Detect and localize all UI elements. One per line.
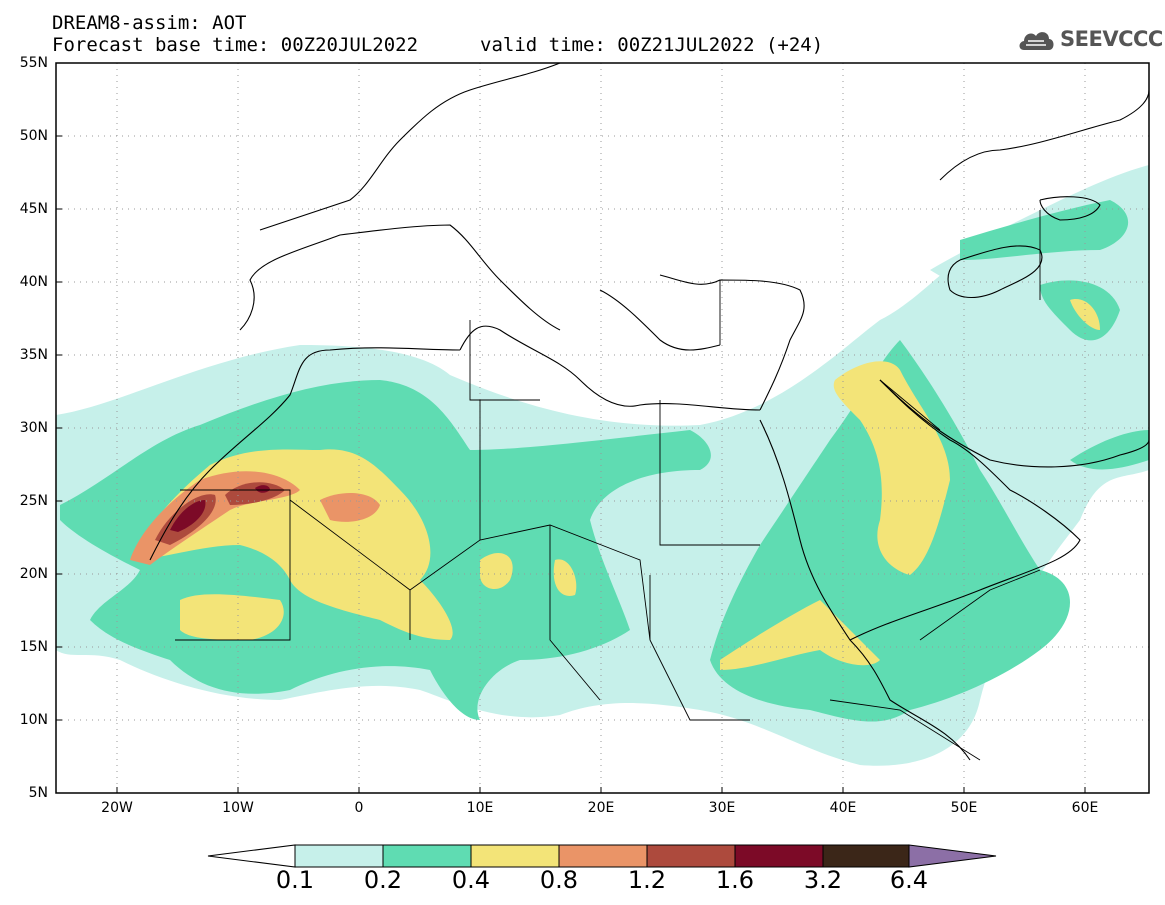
colorbar-label: 6.4 [889, 866, 929, 894]
lat-label: 5N [28, 785, 48, 801]
lat-label: 35N [19, 347, 48, 363]
aot-contour-0.4 [720, 600, 880, 670]
colorbar-under-triangle [207, 844, 296, 868]
valid-time: valid time: 00Z21JUL2022 (+24) [480, 34, 824, 56]
lon-label: 10W [222, 800, 254, 816]
aot-contour-0.2 [1070, 430, 1149, 470]
colorbar-label: 0.4 [451, 866, 491, 894]
lon-label: 60E [1071, 800, 1099, 816]
lon-label: 20E [587, 800, 615, 816]
borders [175, 210, 1041, 761]
colorbar-label: 1.6 [715, 866, 755, 894]
aot-contour-0.4 [1070, 299, 1100, 330]
colorbar-label: 3.2 [803, 866, 843, 894]
colorbar-over-triangle [908, 844, 997, 868]
map-title: DREAM8-assim: AOT [52, 12, 247, 34]
colorbar-bin [822, 844, 910, 868]
axis-ticks [56, 135, 1086, 793]
aot-contour-0.2 [960, 200, 1129, 260]
lon-label: 30E [708, 800, 736, 816]
colorbar-label: 0.8 [539, 866, 579, 894]
graticule [56, 63, 1149, 793]
cloud-icon [1019, 32, 1054, 50]
logo-text: SEEVCCC [1060, 27, 1163, 51]
lon-label: 50E [950, 800, 978, 816]
aot-contour-0.4 [180, 594, 284, 640]
aot-contour-0.8 [320, 493, 380, 522]
colorbar [207, 844, 997, 868]
colorbar-bin [646, 844, 736, 868]
aot-field [56, 165, 1149, 766]
lon-label: 40E [829, 800, 857, 816]
aot-contour-0.4 [833, 361, 950, 575]
seevccc-logo: SEEVCCC [1016, 24, 1163, 56]
lat-label: 10N [19, 712, 48, 728]
aot-contour-0.4 [480, 552, 513, 590]
colorbar-label: 1.2 [627, 866, 667, 894]
colorbar-label: 0.1 [275, 866, 315, 894]
colorbar-bin [294, 844, 384, 868]
lat-label: 25N [19, 493, 48, 509]
colorbar-bin [470, 844, 560, 868]
lat-label: 20N [19, 566, 48, 582]
lat-label: 45N [19, 201, 48, 217]
lat-label: 40N [19, 274, 48, 290]
lat-label: 30N [19, 420, 48, 436]
colorbar-bin [558, 844, 648, 868]
aot-contour-1.2 [225, 482, 285, 505]
lon-label: 10E [466, 800, 494, 816]
aot-contour-1.6 [255, 485, 270, 493]
lon-label: 20W [101, 800, 133, 816]
coastlines [149, 63, 1149, 761]
aot-contour-1.6 [170, 500, 206, 532]
colorbar-bin [734, 844, 824, 868]
forecast-base-time: Forecast base time: 00Z20JUL2022 [52, 34, 419, 56]
colorbar-label: 0.2 [363, 866, 403, 894]
colorbar-bin [382, 844, 472, 868]
aot-contour-0.4 [553, 559, 577, 596]
lat-label: 15N [19, 639, 48, 655]
lon-label: 0 [354, 800, 364, 816]
lat-label: 50N [19, 128, 48, 144]
lat-label: 55N [19, 55, 48, 71]
